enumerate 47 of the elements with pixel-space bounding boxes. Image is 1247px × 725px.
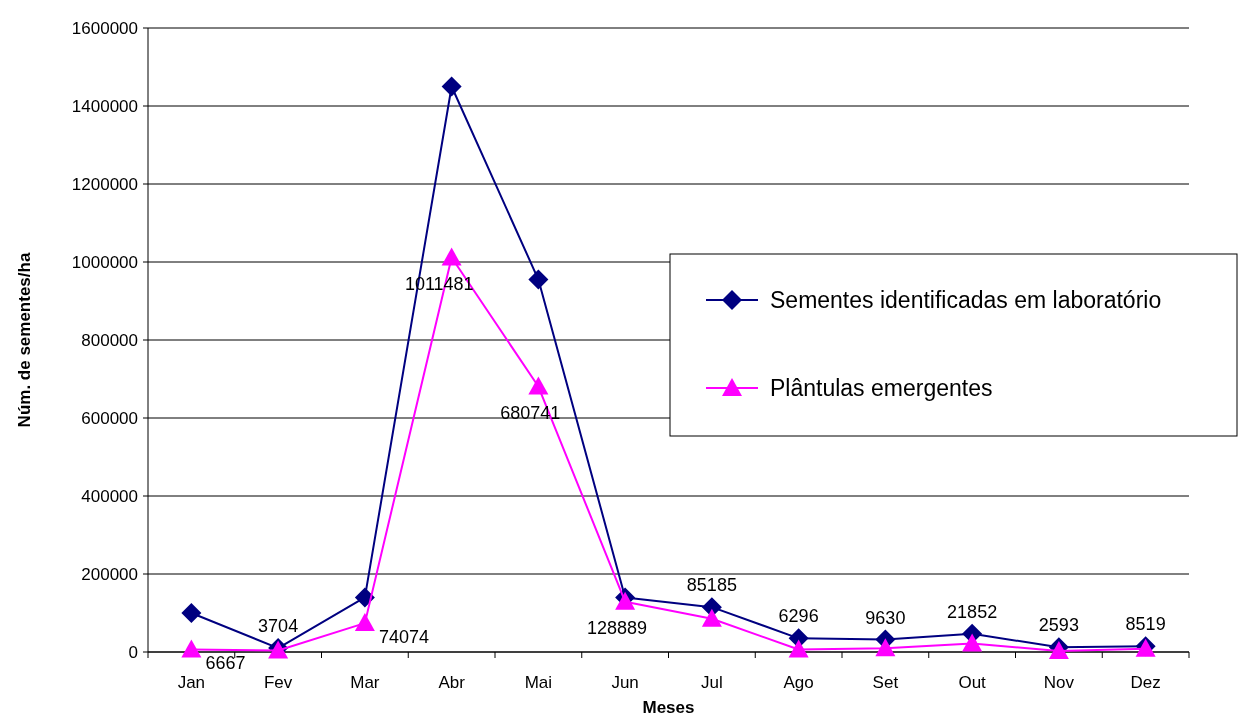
point <box>441 76 462 97</box>
data-label: 128889 <box>587 617 648 638</box>
x-tick-label: Nov <box>1043 673 1075 692</box>
y-axis-title: Núm. de sementes/ha <box>15 252 34 428</box>
y-tick-label: 200000 <box>81 564 138 584</box>
point <box>441 247 462 266</box>
data-label: 8519 <box>1125 614 1166 635</box>
point <box>181 603 202 623</box>
x-axis-title: Meses <box>642 698 695 717</box>
point <box>354 613 375 632</box>
x-tick-label: Set <box>872 673 899 692</box>
point <box>181 639 202 658</box>
y-tick-label: 800000 <box>81 330 138 350</box>
data-label: 6296 <box>778 606 819 627</box>
data-label: 2593 <box>1038 615 1079 636</box>
y-tick-label: 1600000 <box>71 18 138 38</box>
x-tick-label: Ago <box>783 673 814 692</box>
y-tick-label: 0 <box>128 642 138 662</box>
point <box>528 269 549 290</box>
point <box>528 376 549 395</box>
data-label: 74074 <box>378 627 429 648</box>
y-tick-label: 1400000 <box>71 96 138 116</box>
y-tick-label: 1200000 <box>71 174 138 194</box>
x-tick-label: Jan <box>177 673 206 692</box>
legend-label: Plântulas emergentes <box>770 375 993 402</box>
x-tick-label: Jun <box>611 673 639 692</box>
point <box>354 587 375 608</box>
x-tick-label: Jul <box>701 673 723 692</box>
data-label: 9630 <box>865 607 906 628</box>
y-tick-label: 1000000 <box>71 252 138 272</box>
data-label: 6667 <box>205 653 246 674</box>
point <box>788 639 809 658</box>
data-label: 21852 <box>947 601 998 622</box>
x-tick-label: Out <box>958 673 987 692</box>
x-tick-label: Dez <box>1130 673 1161 692</box>
y-tick-label: 600000 <box>81 408 138 428</box>
x-tick-label: Fev <box>263 673 293 692</box>
data-label: 3704 <box>258 616 299 637</box>
y-tick-label: 400000 <box>81 486 138 506</box>
point <box>875 638 896 657</box>
point <box>701 608 722 627</box>
point <box>962 633 983 652</box>
data-label: 85185 <box>686 575 737 596</box>
x-tick-label: Mai <box>524 673 553 692</box>
legend-label: Sementes identificadas em laboratório <box>770 287 1162 314</box>
x-tick-label: Mar <box>350 673 380 692</box>
x-tick-label: Abr <box>438 673 466 692</box>
